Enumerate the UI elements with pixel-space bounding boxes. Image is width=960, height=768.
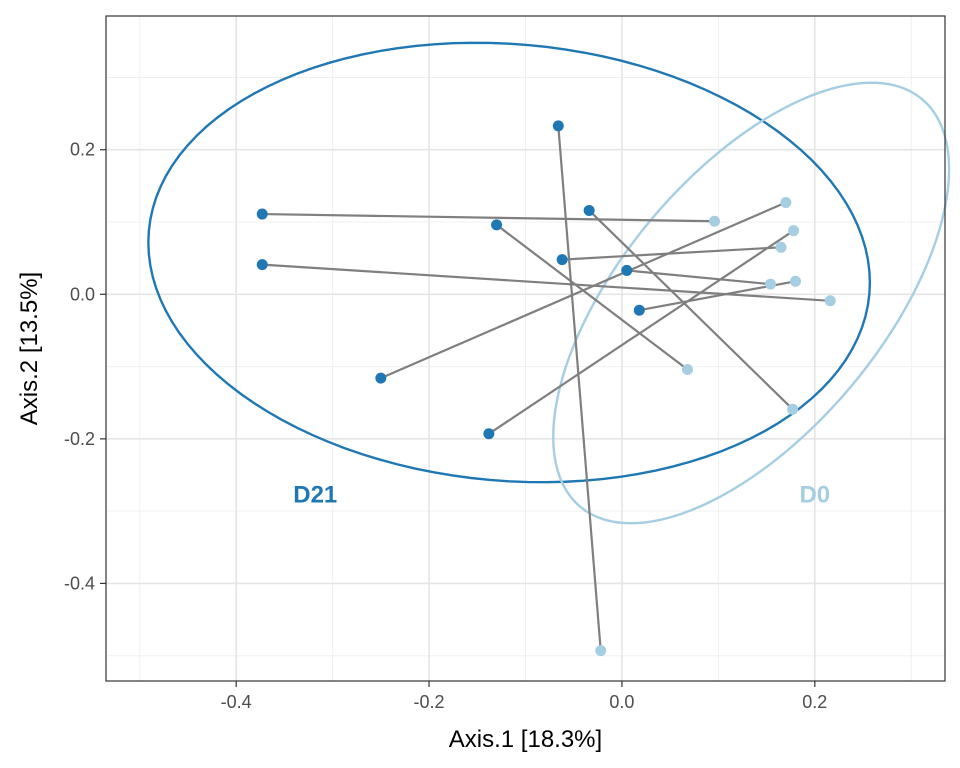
pair-segment xyxy=(380,201,787,380)
pair-segment xyxy=(588,209,794,411)
point-d21 xyxy=(621,264,633,276)
axis-layer: -0.4 -0.2 0.0 0.2 -0.4 -0.2 0.0 0.2 xyxy=(64,140,827,712)
x-axis-title: Axis.1 [18.3%] xyxy=(449,726,602,753)
grid-layer xyxy=(106,16,945,681)
point-layer xyxy=(256,120,836,657)
point-d21 xyxy=(375,372,387,384)
x-tick-label: 0.2 xyxy=(802,692,827,712)
point-d21 xyxy=(556,254,568,266)
ellipse-d21 xyxy=(147,41,872,484)
group-label-d0: D0 xyxy=(799,481,830,508)
x-tick-label: -0.4 xyxy=(221,692,252,712)
point-d21 xyxy=(552,120,564,132)
point-d21 xyxy=(256,208,268,220)
point-d0 xyxy=(595,645,607,657)
point-d0 xyxy=(790,275,802,287)
pair-segment xyxy=(262,212,715,223)
point-d0 xyxy=(764,278,776,290)
pair-segment xyxy=(557,125,602,651)
plot-panel-border xyxy=(105,15,946,682)
y-tick-label: 0.2 xyxy=(70,140,95,160)
segment-layer xyxy=(262,125,831,651)
point-d0 xyxy=(824,295,836,307)
y-tick-label: -0.4 xyxy=(64,573,95,593)
y-tick-label: 0.0 xyxy=(70,284,95,304)
pair-segment xyxy=(262,263,831,302)
y-tick-label: -0.2 xyxy=(64,429,95,449)
pair-segment xyxy=(626,269,771,286)
point-d0 xyxy=(709,215,721,227)
point-d0 xyxy=(775,241,787,253)
point-d0 xyxy=(780,196,792,208)
y-axis-title: Axis.2 [13.5%] xyxy=(16,272,43,425)
point-d21 xyxy=(483,428,495,440)
point-d21 xyxy=(491,219,503,231)
pair-segment xyxy=(562,246,782,261)
point-d0 xyxy=(788,225,800,237)
x-tick-label: 0.0 xyxy=(609,692,634,712)
x-tick-label: -0.2 xyxy=(414,692,445,712)
pair-segment xyxy=(495,224,689,371)
point-d21 xyxy=(633,304,645,316)
group-label-layer: D21 D0 xyxy=(293,481,830,508)
pair-segment xyxy=(488,229,795,435)
point-d0 xyxy=(682,363,694,375)
point-d0 xyxy=(787,403,799,415)
point-d21 xyxy=(583,204,595,216)
point-d21 xyxy=(256,259,268,271)
group-label-d21: D21 xyxy=(293,481,337,508)
